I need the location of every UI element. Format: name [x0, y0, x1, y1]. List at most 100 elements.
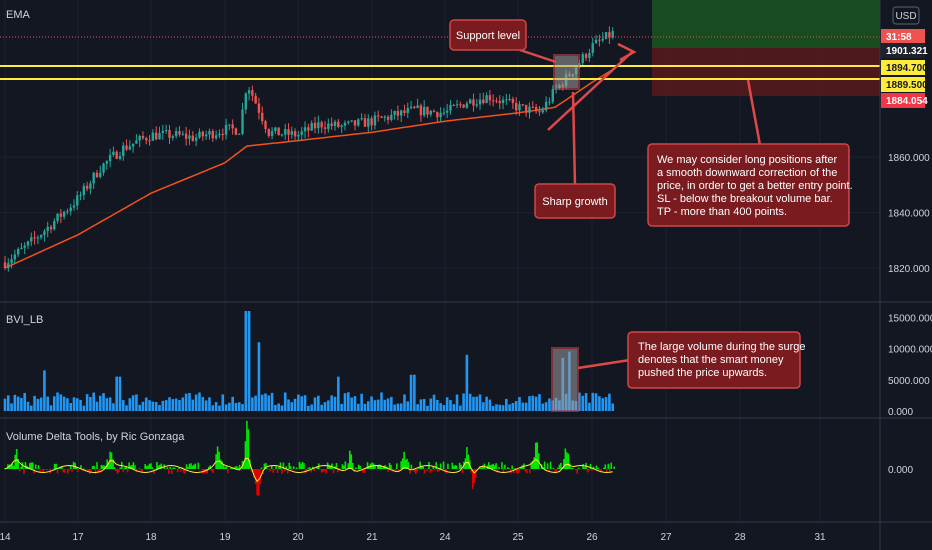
- candle: [357, 119, 360, 126]
- time-tick-label: 24: [439, 532, 451, 543]
- annotation-arrows: [519, 42, 762, 370]
- volume-bar: [75, 398, 79, 411]
- time-axis[interactable]: 14 17 18 19 20 21 24 25 26 27 28 31: [0, 532, 826, 543]
- volume-pane-label[interactable]: BVI_LB: [6, 314, 43, 326]
- volume-bar: [102, 393, 105, 411]
- candle: [138, 135, 141, 141]
- candles-layer: [3, 26, 614, 272]
- candle: [26, 241, 30, 246]
- volume-bar: [544, 402, 548, 411]
- volume-bar: [317, 395, 320, 411]
- volume-bar: [310, 404, 313, 411]
- candle: [370, 118, 373, 126]
- volume-bar: [161, 400, 165, 411]
- candle: [145, 138, 148, 141]
- candle: [518, 104, 521, 111]
- long-note-line: SL - below the breakout volume bar.: [657, 193, 833, 205]
- volume-bar: [436, 400, 439, 411]
- ema-line[interactable]: [4, 67, 615, 269]
- volume-bar: [548, 398, 551, 411]
- volume-bar: [280, 405, 284, 411]
- volume-bar: [491, 405, 495, 411]
- support-level-callout[interactable]: [449, 19, 527, 51]
- volume-bar: [26, 401, 30, 411]
- candle: [241, 109, 244, 134]
- candle: [406, 108, 409, 113]
- volume-note-line: denotes that the smart money: [638, 354, 784, 366]
- long-position-callout[interactable]: [647, 143, 850, 227]
- volume-bar: [144, 397, 148, 411]
- candle: [85, 185, 89, 189]
- volume-bar: [396, 403, 400, 411]
- volume-bar: [218, 405, 221, 411]
- candle: [485, 95, 488, 104]
- volume-bar: [221, 394, 225, 411]
- candle: [191, 135, 195, 141]
- volume-bar: [514, 401, 518, 411]
- candle: [128, 146, 132, 150]
- candle: [442, 112, 446, 114]
- candle: [184, 133, 188, 139]
- volume-bar: [92, 392, 95, 411]
- volume-axis[interactable]: 15000.000 10000.000 5000.000 0.000: [888, 313, 932, 418]
- volume-bar: [524, 402, 528, 411]
- candle: [380, 116, 383, 118]
- volume-bar: [260, 394, 264, 411]
- currency-button[interactable]: [892, 6, 920, 25]
- delta-pane-label[interactable]: Volume Delta Tools, by Ric Gonzaga: [6, 431, 185, 443]
- volume-bar: [475, 396, 479, 411]
- volume-callout[interactable]: [627, 331, 801, 389]
- candle: [360, 118, 363, 120]
- volume-bar: [485, 396, 488, 411]
- volume-bar: [588, 402, 591, 411]
- volume-bar: [337, 376, 340, 411]
- price-tags: 31:58 1901.321 1894.700 1889.500 1884.054: [881, 29, 928, 108]
- take-profit-zone: [652, 0, 880, 48]
- candle: [59, 213, 63, 217]
- candle: [475, 104, 478, 106]
- volume-bar: [43, 370, 46, 411]
- volume-bar: [208, 397, 211, 411]
- candle: [99, 172, 102, 178]
- price-axis[interactable]: 1820.000 1840.000 1860.000: [888, 153, 930, 275]
- volume-bar: [439, 403, 442, 411]
- candle: [465, 103, 469, 108]
- volume-bar: [274, 405, 277, 411]
- time-tick-label: 19: [219, 532, 231, 543]
- candle: [53, 221, 56, 230]
- price-pane-label[interactable]: EMA: [6, 9, 31, 21]
- volume-bar: [39, 397, 43, 411]
- sharp-growth-callout[interactable]: [534, 183, 616, 219]
- volume-bar: [429, 398, 433, 411]
- time-tick-label: 26: [586, 532, 598, 543]
- candle: [551, 89, 554, 102]
- volume-bar: [380, 392, 383, 411]
- candle: [393, 110, 396, 115]
- candle: [472, 99, 475, 106]
- candle: [247, 90, 251, 94]
- candle: [581, 54, 584, 64]
- candle: [194, 137, 198, 141]
- volume-bar: [151, 401, 155, 411]
- delta-axis[interactable]: 0.000: [888, 465, 913, 476]
- price-tag-label: 1889.500: [886, 80, 928, 91]
- volume-bar: [383, 399, 387, 411]
- volume-bar: [313, 397, 317, 411]
- candle: [158, 132, 161, 140]
- volume-bar: [307, 405, 310, 411]
- price-tag-label: 1884.054: [886, 96, 928, 107]
- candle: [488, 95, 492, 101]
- volume-bar: [52, 396, 56, 411]
- support-level-text: Support level: [456, 30, 520, 42]
- candle: [413, 106, 416, 109]
- volume-bar: [323, 402, 327, 411]
- candle: [337, 121, 340, 127]
- candle: [350, 120, 353, 122]
- candle: [115, 151, 118, 159]
- volume-bar: [333, 396, 337, 411]
- candle: [386, 116, 390, 120]
- volume-bar: [330, 395, 333, 411]
- volume-bar: [452, 404, 456, 411]
